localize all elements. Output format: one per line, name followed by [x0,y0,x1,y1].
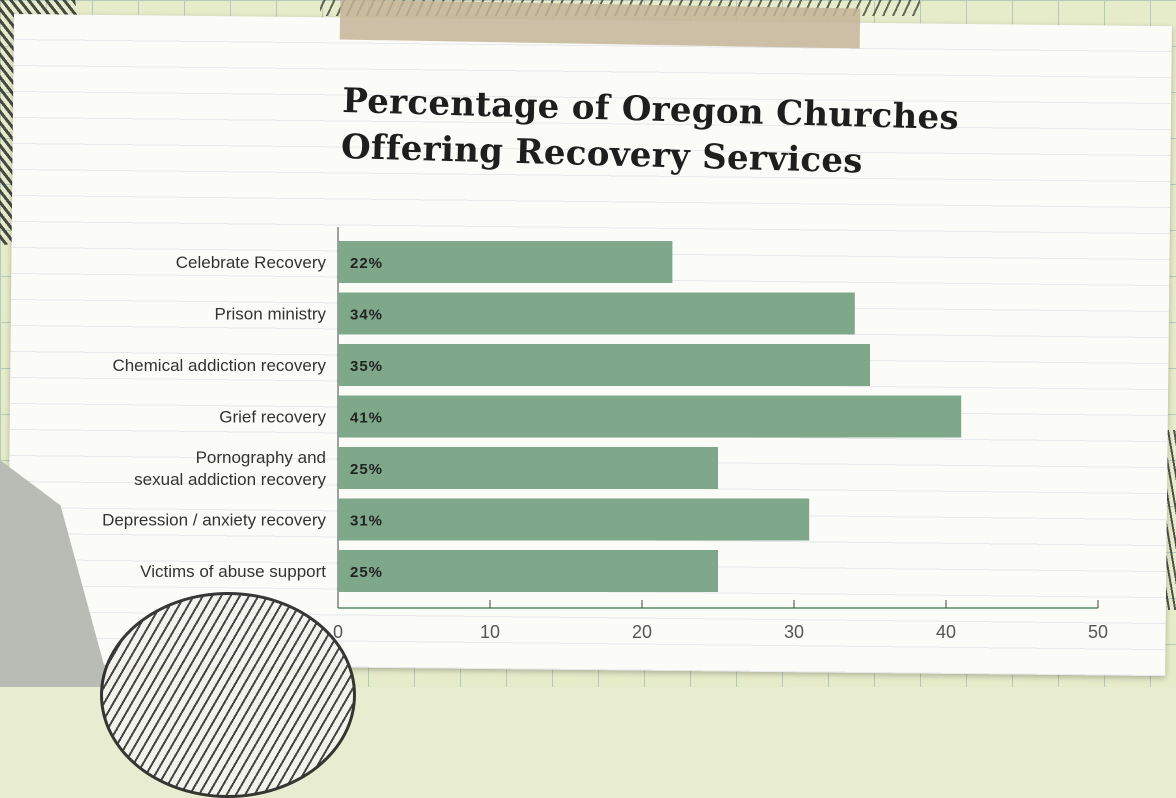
bar [338,241,673,283]
x-tick-label: 40 [936,622,956,642]
bar-chart: 22% Celebrate Recovery 34% Prison ministry 3… [102,227,1108,642]
bar-value-label: 25% [350,564,383,581]
x-tick-label: 50 [1088,622,1108,642]
bar [338,498,810,541]
category-label: sexual addiction recovery [134,470,326,489]
category-label: Celebrate Recovery [176,253,327,272]
bar [338,395,962,438]
x-tick-label: 10 [480,622,500,642]
category-label: Chemical addiction recovery [112,356,326,375]
bar-value-label: 22% [350,255,383,272]
bar-value-label: 31% [350,513,383,530]
category-label: Depression / anxiety recovery [102,511,326,530]
bar-value-label: 25% [350,461,383,478]
bar [338,550,718,592]
x-tick-label: 20 [632,622,652,642]
chart-marks: 22% Celebrate Recovery 34% Prison ministry 3… [102,227,1108,642]
bar [338,292,855,335]
category-label: Prison ministry [215,305,327,324]
bar-value-label: 35% [350,358,383,375]
bar [338,447,718,489]
x-tick-label: 0 [333,622,343,642]
x-tick-label: 30 [784,622,804,642]
category-label: Victims of abuse support [140,562,326,581]
category-label: Grief recovery [219,408,326,427]
bar [338,344,870,386]
category-label: Pornography and [196,448,326,467]
bar-value-label: 41% [350,410,383,427]
bar-value-label: 34% [350,307,383,324]
